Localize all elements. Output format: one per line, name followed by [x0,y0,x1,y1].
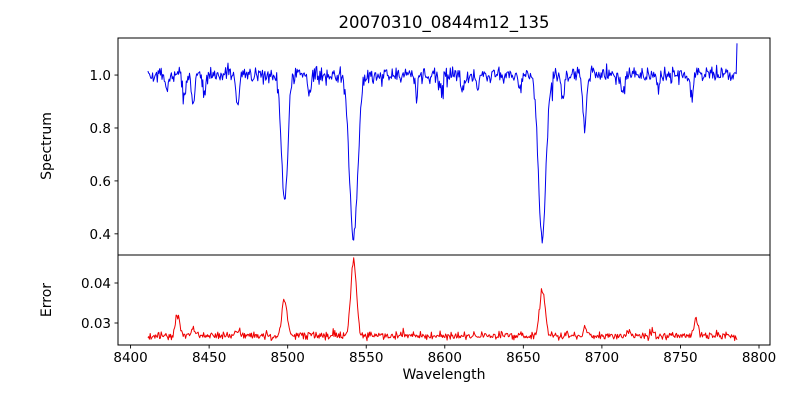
y-tick-label: 0.4 [90,227,111,243]
spectrum-y-axis-label: Spectrum [39,112,55,180]
x-tick-label: 8550 [349,350,383,366]
x-tick-label: 8450 [192,350,226,366]
error-line [147,257,738,342]
x-tick-label: 8700 [585,350,619,366]
x-tick-label: 8600 [428,350,462,366]
spectrum-line [147,43,738,244]
error-panel-border [117,254,771,346]
y-tick-label: 1.0 [90,68,111,84]
error-y-axis-label: Error [39,283,55,317]
x-tick-label: 8500 [270,350,304,366]
y-tick-label: 0.03 [81,316,111,332]
x-tick-label: 8800 [742,350,776,366]
x-tick-label: 8400 [113,350,147,366]
x-tick-label: 8750 [663,350,697,366]
x-axis-label: Wavelength [402,367,485,383]
y-tick-label: 0.04 [81,276,111,292]
y-tick-label: 0.8 [90,121,111,137]
x-tick-label: 8650 [506,350,540,366]
y-tick-label: 0.6 [90,174,111,190]
chart-title: 20070310_0844m12_135 [338,13,549,33]
plot-dynamic-layer: 8400 8450 8500 8550 8600 8650 8700 8750 8800 0.4 0… [81,43,776,366]
